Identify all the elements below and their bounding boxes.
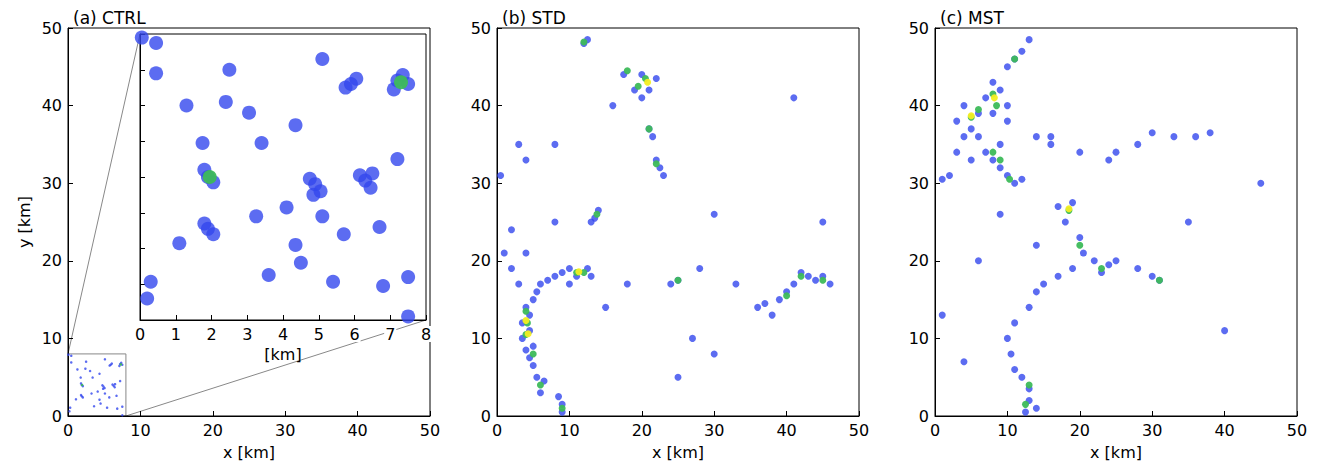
svg-text:(c) MST: (c) MST [940,8,1004,28]
svg-text:7: 7 [385,325,395,344]
svg-text:30: 30 [704,421,724,440]
svg-text:50: 50 [909,19,929,38]
svg-text:30: 30 [909,174,929,193]
svg-text:(b) STD: (b) STD [502,8,566,28]
svg-text:40: 40 [909,96,929,115]
svg-text:40: 40 [42,96,62,115]
svg-text:50: 50 [471,19,491,38]
svg-text:50: 50 [1287,421,1307,440]
svg-text:0: 0 [492,421,502,440]
svg-text:40: 40 [1214,421,1234,440]
svg-text:8: 8 [421,325,431,344]
svg-text:20: 20 [1070,421,1090,440]
svg-text:40: 40 [471,96,491,115]
svg-text:0: 0 [930,421,940,440]
svg-text:50: 50 [849,421,869,440]
svg-text:10: 10 [559,421,579,440]
svg-text:20: 20 [909,251,929,270]
svg-text:20: 20 [203,421,223,440]
svg-text:2: 2 [206,325,216,344]
svg-text:0: 0 [481,407,491,426]
svg-text:10: 10 [471,329,491,348]
svg-text:10: 10 [997,421,1017,440]
svg-text:20: 20 [471,251,491,270]
svg-text:30: 30 [471,174,491,193]
svg-text:x [km]: x [km] [223,443,275,462]
svg-text:0: 0 [919,407,929,426]
svg-text:y [km]: y [km] [15,196,34,248]
svg-text:0: 0 [135,325,145,344]
svg-text:10: 10 [42,329,62,348]
svg-text:3: 3 [242,325,252,344]
svg-text:4: 4 [278,325,288,344]
svg-text:50: 50 [420,421,440,440]
svg-text:40: 40 [776,421,796,440]
svg-text:x [km]: x [km] [652,443,704,462]
svg-text:5: 5 [314,325,324,344]
svg-text:30: 30 [42,174,62,193]
svg-text:30: 30 [275,421,295,440]
svg-text:10: 10 [130,421,150,440]
svg-text:50: 50 [42,19,62,38]
svg-text:0: 0 [52,407,62,426]
svg-text:10: 10 [909,329,929,348]
svg-text:0: 0 [63,421,73,440]
svg-text:x [km]: x [km] [1090,443,1142,462]
svg-text:[km]: [km] [264,345,301,364]
svg-text:20: 20 [42,251,62,270]
svg-text:40: 40 [347,421,367,440]
svg-text:30: 30 [1142,421,1162,440]
svg-text:1: 1 [171,325,181,344]
svg-text:6: 6 [349,325,359,344]
svg-text:(a) CTRL: (a) CTRL [73,8,146,28]
svg-text:20: 20 [632,421,652,440]
